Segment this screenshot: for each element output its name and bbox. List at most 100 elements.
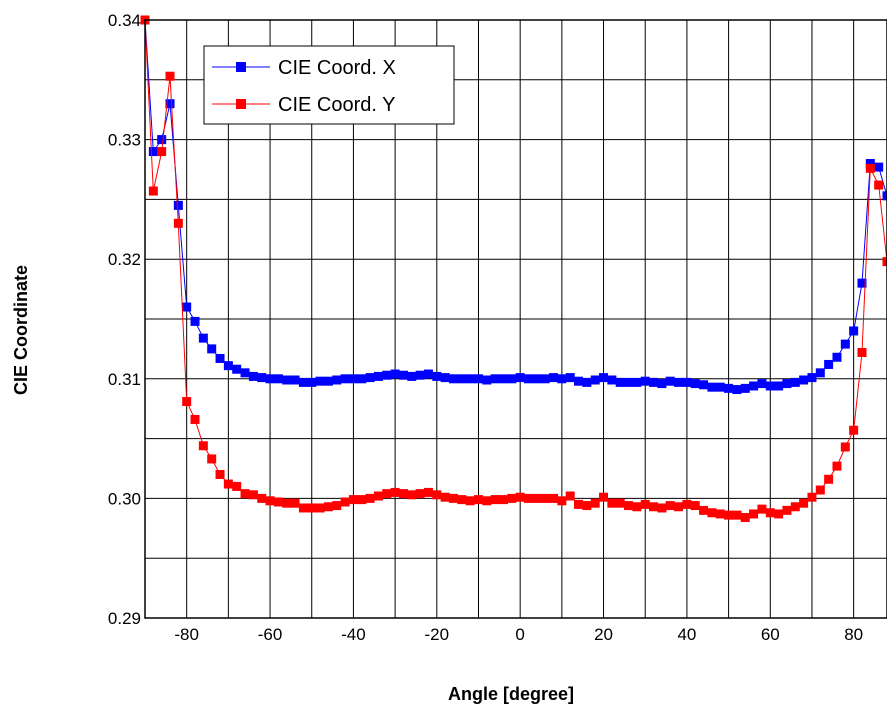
data-point	[699, 380, 709, 390]
data-point	[348, 374, 358, 384]
data-point	[599, 492, 609, 502]
data-point	[682, 499, 692, 509]
data-point	[198, 333, 208, 343]
data-point	[282, 498, 292, 508]
data-point	[874, 162, 884, 172]
legend-marker	[236, 62, 246, 72]
legend-entry: CIE Coord. X	[212, 57, 396, 79]
data-point	[824, 474, 834, 484]
data-point	[323, 502, 333, 512]
data-point	[882, 257, 887, 267]
data-point	[524, 374, 534, 384]
data-point	[640, 376, 650, 386]
data-point	[415, 370, 425, 380]
x-tick-label: 80	[844, 625, 863, 644]
data-point	[365, 373, 375, 383]
data-point	[590, 375, 600, 385]
data-point	[882, 191, 887, 201]
data-point	[498, 374, 508, 384]
data-point	[757, 379, 767, 389]
data-point	[707, 382, 717, 392]
data-point	[423, 487, 433, 497]
data-point	[182, 397, 192, 407]
y-axis-title: CIE Coordinate	[11, 265, 31, 395]
data-point	[207, 344, 217, 354]
data-point	[498, 495, 508, 505]
data-point	[398, 370, 408, 380]
data-point	[790, 377, 800, 387]
data-point	[715, 382, 725, 392]
data-point	[482, 496, 492, 506]
data-point	[607, 375, 617, 385]
y-tick-label: 0.30	[108, 489, 141, 508]
x-axis-title: Angle [degree]	[448, 684, 574, 704]
data-point	[223, 361, 233, 371]
data-point	[190, 316, 200, 326]
data-point	[874, 180, 884, 190]
legend-marker	[236, 99, 246, 109]
data-point	[415, 489, 425, 499]
data-point	[674, 502, 684, 512]
data-point	[307, 377, 317, 387]
legend: CIE Coord. X CIE Coord. Y	[203, 45, 455, 125]
data-point	[524, 493, 534, 503]
y-tick-label: 0.32	[108, 250, 141, 269]
data-point	[574, 499, 584, 509]
data-point	[440, 492, 450, 502]
data-point	[473, 374, 483, 384]
data-point	[165, 71, 175, 81]
data-point	[657, 503, 667, 513]
data-point	[732, 385, 742, 395]
data-point	[624, 377, 634, 387]
data-point	[582, 377, 592, 387]
data-point	[473, 495, 483, 505]
data-point	[807, 492, 817, 502]
data-point	[248, 490, 258, 500]
data-point	[332, 501, 342, 511]
data-point	[373, 491, 383, 501]
data-point	[232, 481, 242, 491]
data-point	[765, 508, 775, 518]
data-point	[148, 147, 158, 157]
data-point	[215, 469, 225, 479]
data-point	[774, 509, 784, 519]
data-point	[724, 510, 734, 520]
series-2	[140, 15, 887, 523]
data-point	[348, 495, 358, 505]
y-tick-label: 0.29	[108, 609, 141, 628]
data-point	[282, 375, 292, 385]
x-tick-label: 60	[761, 625, 780, 644]
data-point	[565, 491, 575, 501]
data-point	[782, 505, 792, 515]
data-point	[549, 493, 559, 503]
data-point	[440, 373, 450, 383]
data-point	[265, 374, 275, 384]
data-point	[740, 383, 750, 393]
data-point	[398, 489, 408, 499]
data-point	[640, 499, 650, 509]
data-point	[340, 374, 350, 384]
data-point	[607, 498, 617, 508]
data-point	[507, 493, 517, 503]
data-point	[790, 502, 800, 512]
data-point	[815, 485, 825, 495]
data-point	[290, 498, 300, 508]
y-tick-label: 0.31	[108, 370, 141, 389]
data-point	[690, 501, 700, 511]
data-point	[357, 495, 367, 505]
plot-frame	[144, 19, 887, 619]
data-point	[832, 461, 842, 471]
data-point	[690, 379, 700, 389]
data-point	[198, 441, 208, 451]
data-point	[257, 373, 267, 383]
data-point	[557, 496, 567, 506]
data-point	[448, 493, 458, 503]
data-point	[574, 376, 584, 386]
data-point	[590, 498, 600, 508]
data-point	[490, 495, 500, 505]
data-point	[807, 373, 817, 383]
data-point	[457, 374, 467, 384]
data-point	[390, 369, 400, 379]
data-point	[740, 513, 750, 523]
